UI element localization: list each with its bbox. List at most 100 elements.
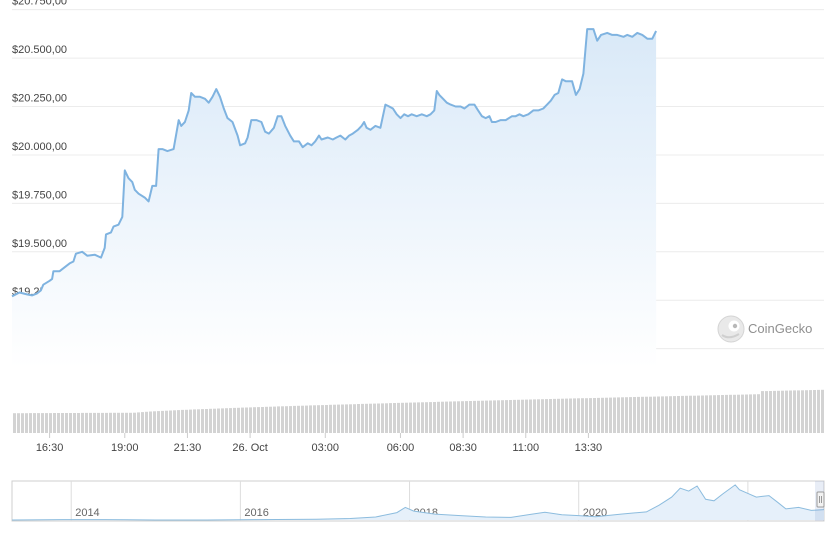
volume-bar (185, 409, 188, 433)
volume-bar (341, 404, 344, 433)
volume-bar (165, 410, 168, 433)
brand-watermark: CoinGecko (717, 315, 812, 343)
volume-bar (405, 402, 408, 433)
y-tick-label: $19.500,00 (12, 238, 67, 250)
volume-bar (37, 413, 40, 433)
x-tick-label: 16:30 (36, 442, 64, 454)
volume-bar (257, 407, 260, 433)
volume-bar (449, 401, 452, 433)
volume-bar (633, 397, 636, 433)
volume-bar (293, 405, 296, 433)
navigator-tick-label: 2016 (244, 507, 268, 519)
volume-bar (373, 403, 376, 433)
volume-bar (13, 413, 16, 433)
volume-bar (397, 402, 400, 433)
range-navigator[interactable]: 20142016201820202022 (11, 480, 825, 522)
volume-bar (113, 412, 116, 433)
volume-bar (417, 402, 420, 433)
volume-bar (805, 390, 808, 433)
volume-bar (321, 405, 324, 433)
volume-bar (817, 389, 820, 433)
volume-bar (93, 412, 96, 433)
volume-bar (249, 407, 252, 433)
volume-bar (101, 412, 104, 433)
volume-bar (437, 401, 440, 433)
volume-bar (777, 390, 780, 433)
volume-bar (689, 395, 692, 433)
navigator-series-line (11, 484, 825, 521)
volume-bar (621, 397, 624, 433)
volume-bar (137, 412, 140, 433)
price-area-group (11, 28, 657, 368)
volume-bar (821, 389, 824, 433)
y-tick-label: $20.250,00 (12, 93, 67, 105)
volume-bar (701, 395, 704, 433)
volume-bar (357, 404, 360, 433)
volume-bar (609, 397, 612, 433)
volume-bar (269, 406, 272, 433)
volume-bar (53, 413, 56, 433)
brand-name: CoinGecko (748, 321, 812, 336)
navigator-handle[interactable] (816, 491, 825, 508)
volume-bar (677, 396, 680, 433)
volume-bar (177, 410, 180, 433)
y-tick-label: $19.750,00 (12, 189, 67, 201)
volume-bar (585, 398, 588, 433)
volume-bar (337, 404, 340, 433)
volume-bar (765, 391, 768, 433)
volume-bar (73, 413, 76, 433)
volume-bar (237, 407, 240, 433)
x-tick-label: 21:30 (174, 442, 202, 454)
volume-bar (213, 408, 216, 433)
volume-bar (21, 413, 24, 433)
volume-bar (277, 406, 280, 433)
x-tick-label: 03:00 (312, 442, 340, 454)
volume-bar (297, 405, 300, 433)
volume-bar (469, 401, 472, 433)
volume-bar (273, 406, 276, 433)
volume-bar (121, 412, 124, 433)
volume-bar (81, 412, 84, 433)
volume-bar (253, 407, 256, 433)
volume-bar (649, 396, 652, 433)
volume-bar (389, 403, 392, 433)
volume-bar (477, 400, 480, 433)
volume-bar (489, 400, 492, 433)
volume-bar (117, 412, 120, 433)
y-tick-label: $20.750,00 (12, 0, 67, 8)
volume-bar (49, 413, 52, 433)
volume-bar (189, 409, 192, 433)
volume-bar (781, 390, 784, 433)
volume-bar (149, 411, 152, 433)
volume-bar (485, 400, 488, 433)
volume-bar (793, 390, 796, 433)
volume-bar (89, 412, 92, 433)
volume-bar (597, 397, 600, 433)
volume-bar (741, 394, 744, 433)
volume-bar (153, 411, 156, 433)
volume-bar (441, 401, 444, 433)
volume-bar (265, 406, 268, 433)
volume-bar (349, 404, 352, 433)
volume-bar (509, 400, 512, 433)
volume-bar (629, 397, 632, 433)
volume-bar (17, 413, 20, 433)
x-axis-labels: 16:30 19:00 21:30 26. Oct 03:00 06:00 08:30 11:… (36, 433, 602, 454)
volume-bar (605, 397, 608, 433)
volume-bar (565, 398, 568, 433)
volume-bar (637, 396, 640, 433)
volume-bar (669, 396, 672, 433)
volume-bar (481, 400, 484, 433)
volume-bar (281, 406, 284, 433)
volume-bar (673, 396, 676, 433)
volume-bar (681, 395, 684, 433)
volume-bar (301, 405, 304, 433)
x-tick-label: 26. Oct (232, 442, 267, 454)
volume-bar (537, 399, 540, 433)
volume-bar (105, 412, 108, 433)
volume-bar (613, 397, 616, 433)
volume-bar (193, 409, 196, 433)
volume-bar (429, 402, 432, 433)
volume-bar (517, 399, 520, 433)
volume-bar (225, 408, 228, 433)
